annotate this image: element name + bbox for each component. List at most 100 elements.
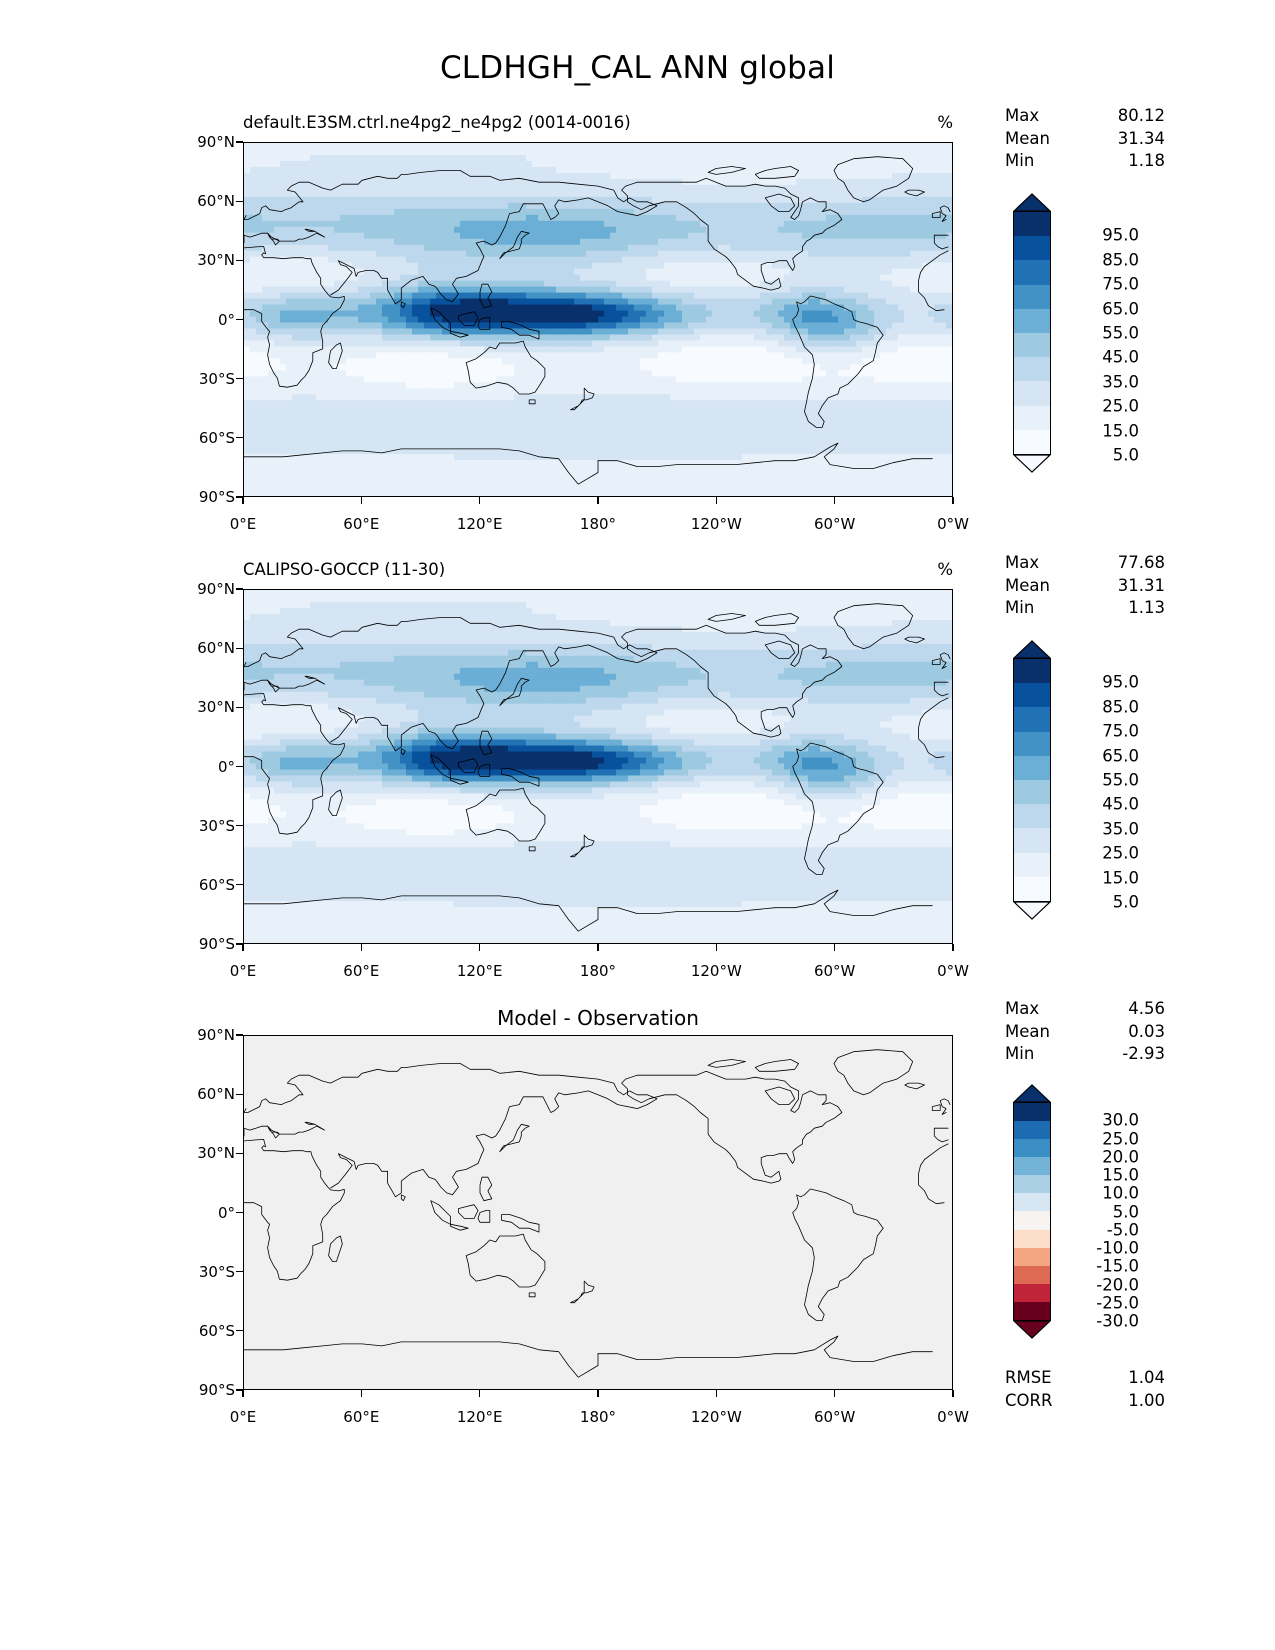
xtick-label: 60°E	[343, 515, 380, 533]
xtick-mark	[479, 1390, 481, 1397]
panel1-stat-label-0: Max	[1005, 106, 1040, 125]
colorbar-ticklabels: 95.0 85.0 75.0 65.0 55.0 45.0 35.0 25.0 15.0 5.0	[1065, 193, 1139, 473]
xtick-mark	[597, 497, 599, 504]
colorbar-segment	[1014, 1157, 1050, 1176]
ytick-mark	[236, 884, 243, 886]
colorbar-arrow-bottom	[1013, 902, 1051, 920]
xtick-label: 60°E	[343, 1408, 380, 1426]
colorbar-tick-label: -10.0	[1096, 1238, 1139, 1258]
colorbar-tick-label: 95.0	[1102, 672, 1139, 692]
xtick-label: 0°E	[229, 515, 257, 533]
ytick-label: 90°N	[197, 133, 235, 151]
xtick-label: 60°E	[343, 962, 380, 980]
xtick-mark	[834, 1390, 836, 1397]
colorbar-bar[interactable]	[1013, 1102, 1051, 1321]
panel3-stat-value-1: 0.03	[1128, 1021, 1165, 1041]
colorbar-segment	[1014, 381, 1050, 406]
colorbar-tick-label: -15.0	[1096, 1256, 1139, 1276]
colorbar-tick-label: 85.0	[1102, 250, 1139, 270]
colorbar-bar[interactable]	[1013, 658, 1051, 902]
ytick-label: 30°N	[197, 1144, 235, 1163]
colorbar-tick-label: 75.0	[1102, 721, 1139, 741]
ytick-mark	[236, 647, 243, 649]
colorbar-arrow-bottom	[1013, 1321, 1051, 1339]
colorbar-segment	[1014, 1247, 1050, 1266]
panel3-stat-value-2: -2.93	[1122, 1044, 1165, 1063]
map-plot-model[interactable]	[243, 142, 953, 497]
xtick-mark	[597, 944, 599, 951]
panel2-stat-value-2: 1.13	[1128, 598, 1165, 617]
ytick-label: 60°S	[198, 875, 235, 894]
panel3-stat-label-1: Mean	[1005, 1021, 1050, 1041]
panel1-stats: Max 80.12 Mean 31.34 Min 1.18	[1005, 105, 1165, 173]
xtick-mark	[715, 1390, 717, 1397]
xtick-mark	[479, 497, 481, 504]
colorbar-arrow-top	[1013, 640, 1051, 658]
ytick-mark	[236, 1152, 243, 1154]
xtick-mark	[952, 1390, 954, 1397]
panel1-subtitle: default.E3SM.ctrl.ne4pg2_ne4pg2 (0014-00…	[243, 113, 631, 132]
xtick-mark	[360, 497, 362, 504]
xtick-mark	[715, 497, 717, 504]
map-plot-observation[interactable]	[243, 589, 953, 944]
colorbar-segment	[1014, 405, 1050, 430]
colorbar-tick-label: 25.0	[1102, 1129, 1139, 1148]
ytick-label: 0°	[217, 757, 235, 776]
xtick-mark	[715, 944, 717, 951]
colorbar-tick-label: 65.0	[1102, 299, 1139, 319]
panel3-stat-label-0: Max	[1005, 999, 1040, 1018]
colorbar-ticklabels: 30.0 25.0 20.0 15.0 10.0 5.0 -5.0 -10.0 -15.0 -20…	[1065, 1084, 1139, 1339]
xtick-mark	[360, 1390, 362, 1397]
panel2-header: CALIPSO-GOCCP (11-30) %	[243, 560, 953, 586]
colorbar-segment	[1014, 1121, 1050, 1140]
colorbar-tick-label: 55.0	[1102, 770, 1139, 790]
panel1-stat-label-1: Mean	[1005, 128, 1050, 148]
ytick-mark	[236, 706, 243, 708]
colorbar-tick-label: -5.0	[1106, 1220, 1139, 1240]
xtick-label: 120°W	[690, 962, 742, 980]
ytick-mark	[236, 1271, 243, 1273]
xtick-label: 120°E	[456, 1408, 503, 1426]
ytick-label: 90°N	[197, 1026, 235, 1044]
xtick-mark	[479, 944, 481, 951]
ytick-label: 60°N	[197, 639, 235, 658]
xtick-mark	[834, 497, 836, 504]
xtick-mark	[242, 497, 244, 504]
ytick-mark	[236, 259, 243, 261]
colorbar-ticklabels: 95.0 85.0 75.0 65.0 55.0 45.0 35.0 25.0 15.0 5.0	[1065, 640, 1139, 920]
xtick-label: 120°E	[456, 515, 503, 533]
map-plot-difference[interactable]	[243, 1035, 953, 1390]
xtick-label: 180°	[579, 515, 617, 533]
ytick-label: 60°N	[197, 192, 235, 211]
panel1-stat-value-2: 1.18	[1128, 151, 1165, 170]
xtick-label: 0°E	[229, 1408, 257, 1426]
ytick-mark	[236, 943, 243, 945]
ytick-mark	[236, 437, 243, 439]
xtick-mark	[360, 944, 362, 951]
colorbar-segment	[1014, 1211, 1050, 1230]
colorbar-tick-label: 35.0	[1102, 819, 1139, 839]
panel1-units: %	[937, 113, 953, 132]
ytick-label: 0°	[217, 1203, 235, 1222]
xtick-label: 0°E	[229, 962, 257, 980]
ytick-mark	[236, 496, 243, 498]
colorbar-segment	[1014, 1265, 1050, 1284]
colorbar-tick-label: 20.0	[1102, 1147, 1139, 1167]
panel1-header: default.E3SM.ctrl.ne4pg2_ne4pg2 (0014-00…	[243, 113, 953, 139]
xtick-label: 120°E	[456, 962, 503, 980]
colorbar-tick-label: -20.0	[1096, 1275, 1139, 1294]
ytick-mark	[236, 825, 243, 827]
ytick-mark	[236, 765, 243, 768]
xtick-label: 0°W	[937, 962, 969, 980]
panel2-units: %	[937, 560, 953, 579]
colorbar-tick-label: 75.0	[1102, 274, 1139, 294]
colorbar-segment	[1014, 1283, 1050, 1302]
colorbar-segment	[1014, 1193, 1050, 1212]
colorbar-bar[interactable]	[1013, 211, 1051, 455]
xtick-label: 0°W	[937, 1408, 969, 1426]
colorbar-tick-label: 25.0	[1102, 843, 1139, 863]
colorbar-arrow-top	[1013, 193, 1051, 211]
colorbar-tick-label: 45.0	[1102, 794, 1139, 814]
panel3-metrics: RMSE 1.04 CORR 1.00	[1005, 1366, 1165, 1412]
xtick-label: 60°W	[813, 962, 856, 980]
